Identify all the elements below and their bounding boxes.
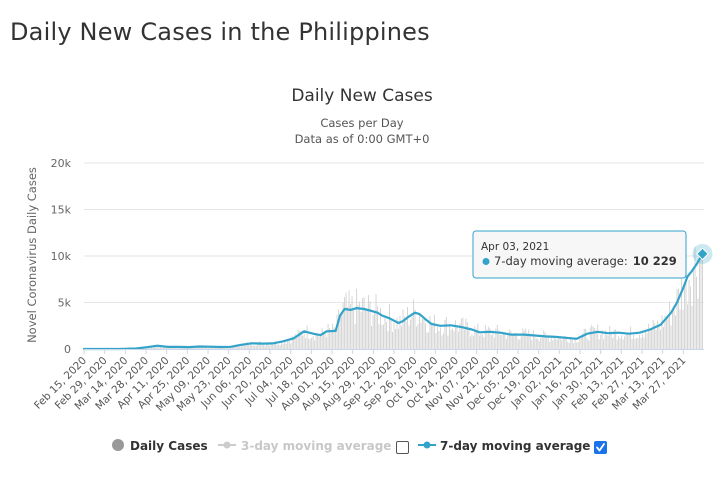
tooltip-series-dot bbox=[482, 258, 490, 265]
legend-daily-cases-label: Daily Cases bbox=[130, 439, 208, 453]
legend-item-daily-cases[interactable]: Daily Cases bbox=[112, 439, 208, 453]
chart-subtitle-line1: Cases per Day bbox=[320, 116, 403, 130]
tooltip-box bbox=[472, 230, 687, 279]
hover-marker bbox=[692, 243, 713, 264]
y-tick-label: 20k bbox=[51, 157, 72, 170]
legend: Daily Cases 3-day moving average 7-day m… bbox=[112, 439, 607, 454]
chart-subtitle-line2: Data as of 0:00 GMT+0 bbox=[295, 132, 430, 146]
series-line-7-day-moving-average[interactable] bbox=[82, 252, 704, 351]
legend-3-day-checkbox[interactable] bbox=[396, 441, 409, 454]
legend-daily-cases-marker bbox=[112, 439, 124, 451]
chart-title: Daily New Cases bbox=[291, 86, 433, 106]
y-tick-label: 10k bbox=[51, 250, 72, 263]
data-point-marker[interactable] bbox=[696, 247, 709, 261]
tooltip-series-label: 7-day moving average: bbox=[494, 254, 628, 268]
y-tick-label: 15k bbox=[51, 204, 72, 217]
legend-7-day-marker bbox=[423, 441, 431, 449]
page-title: Daily New Cases in the Philippines bbox=[10, 18, 430, 46]
legend-7-day-label: 7-day moving average bbox=[440, 439, 590, 453]
legend-3-day-label: 3-day moving average bbox=[241, 439, 391, 453]
legend-item-3-day-moving-average[interactable]: 3-day moving average bbox=[218, 439, 409, 454]
tooltip-value: 10 229 bbox=[633, 254, 677, 268]
gridlines bbox=[84, 162, 704, 303]
legend-item-7-day-moving-average[interactable]: 7-day moving average bbox=[418, 439, 607, 454]
y-axis-title: Novel Coronavirus Daily Cases bbox=[25, 167, 39, 343]
y-tick-label: 0 bbox=[64, 343, 71, 356]
tooltip: Apr 03, 2021 7-day moving average: 10 229 bbox=[472, 230, 687, 279]
tooltip-date: Apr 03, 2021 bbox=[481, 241, 549, 253]
y-axis-ticks: 0 5k 10k 15k 20k bbox=[51, 157, 72, 356]
legend-3-day-marker bbox=[223, 441, 231, 449]
daily-cases-bars bbox=[128, 246, 704, 349]
checkmark-icon bbox=[596, 443, 605, 452]
y-tick-label: 5k bbox=[58, 297, 72, 310]
tooltip-series-row: 7-day moving average: 10 229 bbox=[494, 254, 677, 268]
